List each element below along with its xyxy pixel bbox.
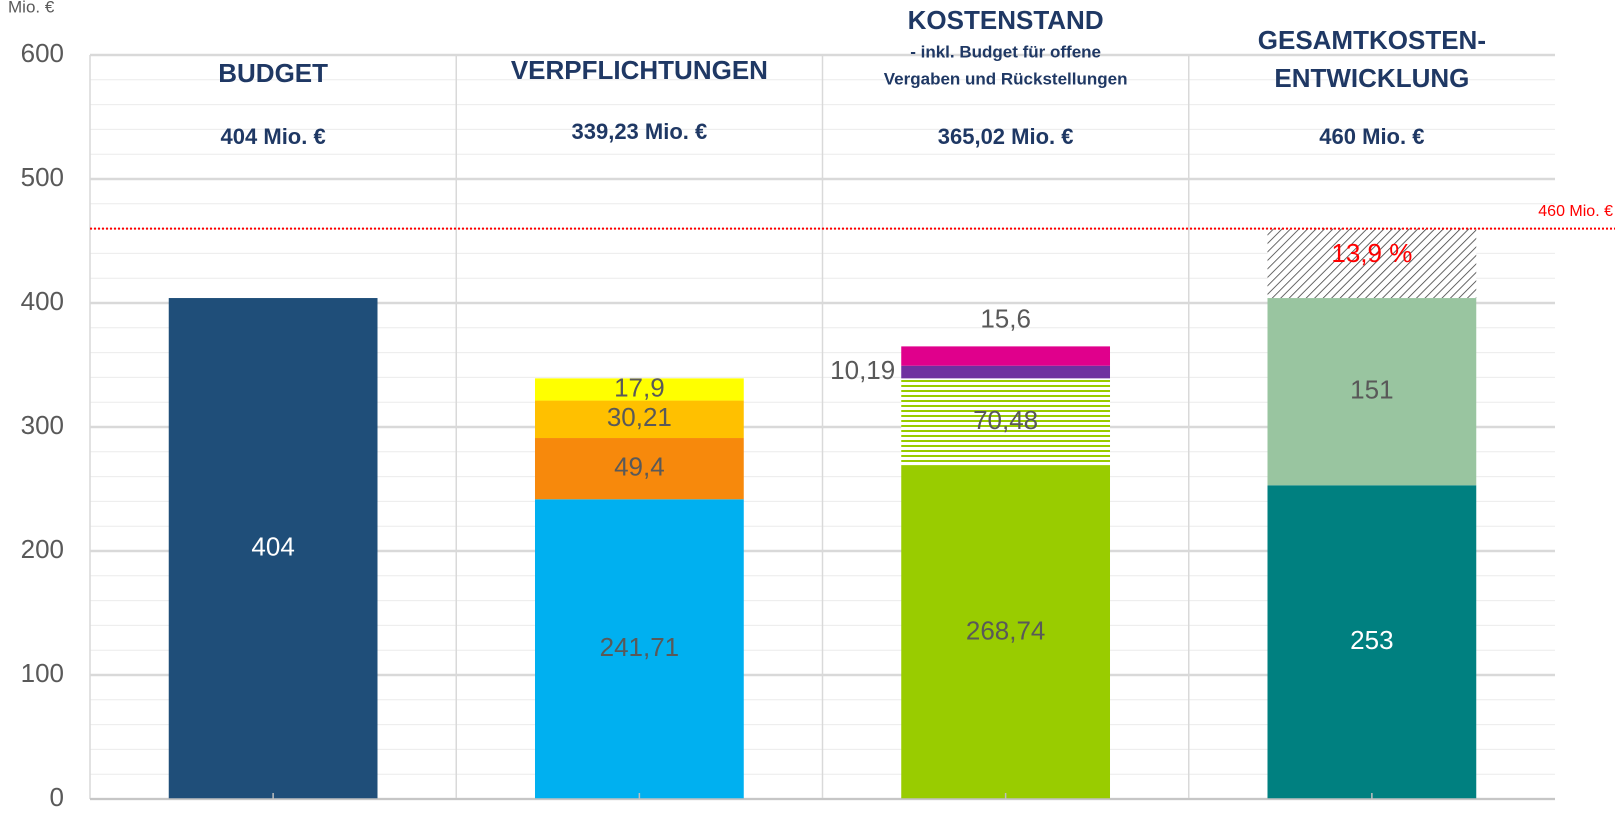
hatched-bar-segment bbox=[1267, 228, 1477, 299]
column-title: GESAMTKOSTEN- bbox=[1258, 25, 1486, 55]
column-title: VERPFLICHTUNGEN bbox=[511, 55, 768, 85]
column-title: ENTWICKLUNG bbox=[1274, 63, 1469, 93]
y-tick-label: 200 bbox=[21, 534, 64, 564]
data-label: 30,21 bbox=[607, 402, 672, 432]
column-subtitle: - inkl. Budget für offene bbox=[910, 42, 1101, 61]
bar-segment bbox=[534, 400, 744, 439]
data-label: 49,4 bbox=[614, 452, 665, 482]
y-tick-label: 100 bbox=[21, 658, 64, 688]
data-label: 151 bbox=[1350, 375, 1393, 405]
bar-segment bbox=[168, 298, 378, 799]
data-label: 253 bbox=[1350, 625, 1393, 655]
bar-segment bbox=[534, 378, 744, 401]
y-tick-label: 600 bbox=[21, 38, 64, 68]
column-subtitle: Vergaben und Rückstellungen bbox=[884, 69, 1128, 88]
column-total: 365,02 Mio. € bbox=[938, 124, 1074, 149]
data-label: 404 bbox=[251, 531, 294, 561]
y-tick-label: 400 bbox=[21, 286, 64, 316]
data-label: 10,19 bbox=[830, 355, 895, 385]
y-tick-label: 300 bbox=[21, 410, 64, 440]
bar-segment bbox=[534, 438, 744, 500]
column-total: 460 Mio. € bbox=[1319, 124, 1424, 149]
bar-segment bbox=[901, 346, 1111, 366]
data-label: 70,48 bbox=[973, 405, 1038, 435]
data-label: 241,71 bbox=[600, 632, 680, 662]
column-total: 404 Mio. € bbox=[221, 124, 326, 149]
column-total: 339,23 Mio. € bbox=[572, 119, 708, 144]
data-label: 268,74 bbox=[966, 615, 1046, 645]
bar-segment bbox=[1267, 298, 1477, 486]
reference-label: 460 Mio. € bbox=[1538, 203, 1613, 220]
bar-segment bbox=[901, 465, 1111, 799]
hatched-bar-segment bbox=[901, 378, 1111, 466]
column-title: KOSTENSTAND bbox=[908, 5, 1104, 35]
bar-segment bbox=[534, 499, 744, 799]
bar-segment bbox=[1267, 485, 1477, 799]
y-tick-label: 0 bbox=[50, 782, 64, 812]
bar-segment bbox=[901, 365, 1111, 379]
y-tick-label: 500 bbox=[21, 162, 64, 192]
y-axis-label: Mio. € bbox=[8, 0, 55, 16]
annotation: 13,9 % bbox=[1331, 238, 1412, 268]
data-label: 15,6 bbox=[980, 303, 1031, 333]
column-title: BUDGET bbox=[218, 58, 328, 88]
data-label: 17,9 bbox=[614, 372, 665, 402]
